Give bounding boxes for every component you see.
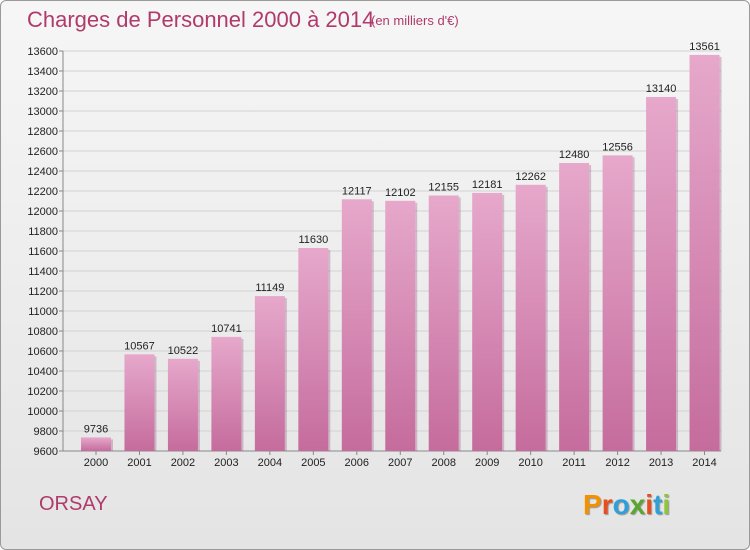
bar bbox=[167, 358, 198, 451]
y-tick-label: 10000 bbox=[27, 406, 58, 418]
commune-name: ORSAY bbox=[39, 493, 108, 515]
bar bbox=[81, 437, 111, 451]
y-tick-label: 13400 bbox=[27, 66, 58, 78]
bar-value-label: 13561 bbox=[689, 41, 720, 53]
bar-shadow bbox=[154, 356, 157, 451]
bar bbox=[646, 97, 677, 451]
y-tick-label: 9800 bbox=[34, 426, 58, 438]
y-tick-label: 13600 bbox=[27, 46, 58, 58]
y-tick-label: 12200 bbox=[27, 186, 58, 198]
bar-shadow bbox=[589, 165, 592, 451]
x-tick-label: 2004 bbox=[258, 457, 282, 469]
bar bbox=[689, 54, 720, 452]
bar bbox=[515, 184, 546, 452]
logo-letter: i bbox=[645, 489, 654, 520]
y-tick-label: 11400 bbox=[28, 266, 58, 278]
chart-subtitle: (en milliers d'€) bbox=[371, 13, 459, 28]
bar-shadow bbox=[328, 250, 331, 451]
logo-letter: i bbox=[662, 489, 671, 520]
bar-shadow bbox=[458, 197, 461, 451]
bar-shadow bbox=[502, 194, 505, 451]
bar-shadow bbox=[719, 56, 722, 452]
bar-value-label: 12155 bbox=[428, 182, 459, 194]
y-tick-label: 11600 bbox=[28, 246, 58, 258]
x-tick-label: 2001 bbox=[127, 457, 151, 469]
y-tick-label: 12800 bbox=[27, 126, 58, 138]
y-tick-label: 12000 bbox=[27, 206, 58, 218]
y-tick-label: 13000 bbox=[27, 106, 58, 118]
x-tick-label: 2003 bbox=[214, 457, 238, 469]
chart-title: Charges de Personnel 2000 à 2014 bbox=[27, 7, 375, 32]
y-tick-label: 10800 bbox=[27, 326, 58, 338]
bar-value-label: 10567 bbox=[124, 340, 155, 352]
y-tick-label: 11000 bbox=[28, 306, 58, 318]
bar-value-label: 12117 bbox=[342, 185, 372, 197]
logo-letter: x bbox=[629, 489, 646, 520]
bar-shadow bbox=[197, 360, 200, 451]
bar-value-label: 9736 bbox=[84, 423, 108, 435]
bar-shadow bbox=[284, 298, 287, 451]
bar-value-label: 11149 bbox=[255, 282, 284, 294]
y-tick-label: 11800 bbox=[28, 226, 58, 238]
bar-value-label: 12262 bbox=[515, 171, 546, 183]
y-tick-label: 12600 bbox=[27, 146, 58, 158]
bar bbox=[341, 199, 372, 451]
bar bbox=[211, 336, 242, 451]
x-tick-label: 2006 bbox=[345, 457, 369, 469]
x-tick-label: 2009 bbox=[475, 457, 499, 469]
y-tick-label: 11200 bbox=[28, 286, 58, 298]
bar-value-label: 10522 bbox=[168, 345, 199, 357]
x-tick-label: 2007 bbox=[388, 457, 412, 469]
x-tick-label: 2005 bbox=[301, 457, 325, 469]
y-tick-label: 12400 bbox=[27, 166, 58, 178]
bar-shadow bbox=[371, 201, 374, 451]
logo-letter: r bbox=[601, 489, 613, 520]
bar bbox=[254, 296, 285, 451]
bar-value-label: 13140 bbox=[646, 83, 677, 95]
bar-value-label: 12556 bbox=[602, 141, 633, 153]
logo-letter: P bbox=[583, 489, 602, 520]
x-tick-label: 2012 bbox=[605, 457, 629, 469]
bar bbox=[428, 195, 459, 451]
bar-value-label: 12480 bbox=[559, 149, 590, 161]
bar-value-label: 12102 bbox=[385, 187, 416, 199]
logo-letter: t bbox=[653, 489, 663, 520]
bar-shadow bbox=[545, 186, 548, 452]
bar bbox=[124, 354, 155, 451]
proxiti-logo: Proxiti bbox=[583, 489, 670, 521]
bar-shadow bbox=[632, 157, 635, 451]
x-tick-label: 2002 bbox=[171, 457, 195, 469]
logo-letter: o bbox=[612, 489, 630, 520]
bar bbox=[472, 192, 503, 451]
x-tick-label: 2014 bbox=[692, 457, 716, 469]
bar-shadow bbox=[676, 99, 679, 451]
y-tick-label: 13200 bbox=[27, 86, 58, 98]
x-tick-label: 2008 bbox=[431, 457, 455, 469]
y-tick-label: 9600 bbox=[34, 446, 58, 458]
y-tick-label: 10200 bbox=[27, 386, 58, 398]
bar-shadow bbox=[111, 439, 113, 451]
x-tick-label: 2000 bbox=[84, 457, 108, 469]
x-tick-label: 2013 bbox=[649, 457, 673, 469]
y-tick-label: 10400 bbox=[27, 366, 58, 378]
bar-shadow bbox=[241, 338, 244, 451]
x-tick-label: 2010 bbox=[518, 457, 542, 469]
y-tick-label: 10600 bbox=[27, 346, 58, 358]
bar-shadow bbox=[415, 202, 418, 451]
bar bbox=[559, 163, 590, 451]
bar-value-label: 12181 bbox=[472, 179, 503, 191]
bar-value-label: 11630 bbox=[298, 234, 328, 246]
bar-value-label: 10741 bbox=[211, 323, 242, 335]
bar bbox=[298, 248, 329, 451]
x-tick-label: 2011 bbox=[562, 457, 586, 469]
bar bbox=[385, 200, 416, 451]
bar bbox=[602, 155, 633, 451]
